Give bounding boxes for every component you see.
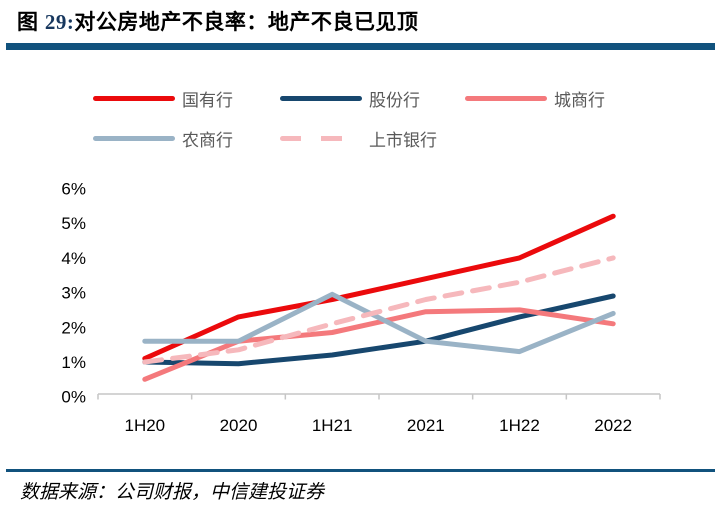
legend-item-0: 国有行 xyxy=(93,88,233,110)
legend-item-1: 股份行 xyxy=(280,88,420,110)
y-axis-label: 3% xyxy=(61,284,86,303)
series-line-2 xyxy=(142,307,616,382)
legend-line-swatch xyxy=(93,135,175,141)
y-axis-label: 1% xyxy=(61,353,86,372)
legend-item-2: 城商行 xyxy=(465,88,605,110)
legend-label: 国有行 xyxy=(182,90,233,110)
figure-number: 29: xyxy=(44,10,75,34)
series-line-4 xyxy=(142,255,616,365)
figure-title-text: 对公房地产不良率：地产不良已见顶 xyxy=(74,11,419,34)
footer-divider-line xyxy=(6,469,715,472)
figure-title-prefix: 图 xyxy=(17,11,45,34)
x-axis-label: 2022 xyxy=(594,416,632,435)
data-source-text: 数据来源：公司财报，中信建投证券 xyxy=(20,482,325,503)
x-axis-label: 2020 xyxy=(220,416,258,435)
series-line-3 xyxy=(142,291,616,355)
legend-label: 上市银行 xyxy=(369,130,437,150)
legend-label: 城商行 xyxy=(554,90,605,110)
series-line-0 xyxy=(142,213,616,361)
legend-dashed-line-swatch xyxy=(280,135,362,141)
title-divider-bar xyxy=(6,43,715,50)
legend-label: 股份行 xyxy=(369,90,420,110)
x-axis-label: 1H21 xyxy=(312,416,353,435)
y-axis-label: 4% xyxy=(61,249,86,268)
y-axis-label: 2% xyxy=(61,318,86,337)
legend-label: 农商行 xyxy=(182,130,233,150)
x-axis-label: 2021 xyxy=(407,416,445,435)
legend-line-swatch xyxy=(280,95,362,101)
y-axis-label: 0% xyxy=(61,388,86,407)
figure-title: 图 29:对公房地产不良率：地产不良已见顶 xyxy=(17,6,418,36)
legend-line-swatch xyxy=(93,95,175,101)
legend-item-3: 农商行 xyxy=(93,128,233,150)
x-axis-label: 1H20 xyxy=(125,416,166,435)
chart-legend: 国有行 股份行 城商行农商行 上市银行 xyxy=(0,0,721,160)
x-axis-label: 1H22 xyxy=(499,416,540,435)
y-axis-label: 5% xyxy=(61,214,86,233)
legend-line-swatch xyxy=(465,95,547,101)
y-axis-label: 6% xyxy=(61,179,86,198)
legend-item-4: 上市银行 xyxy=(280,128,437,150)
